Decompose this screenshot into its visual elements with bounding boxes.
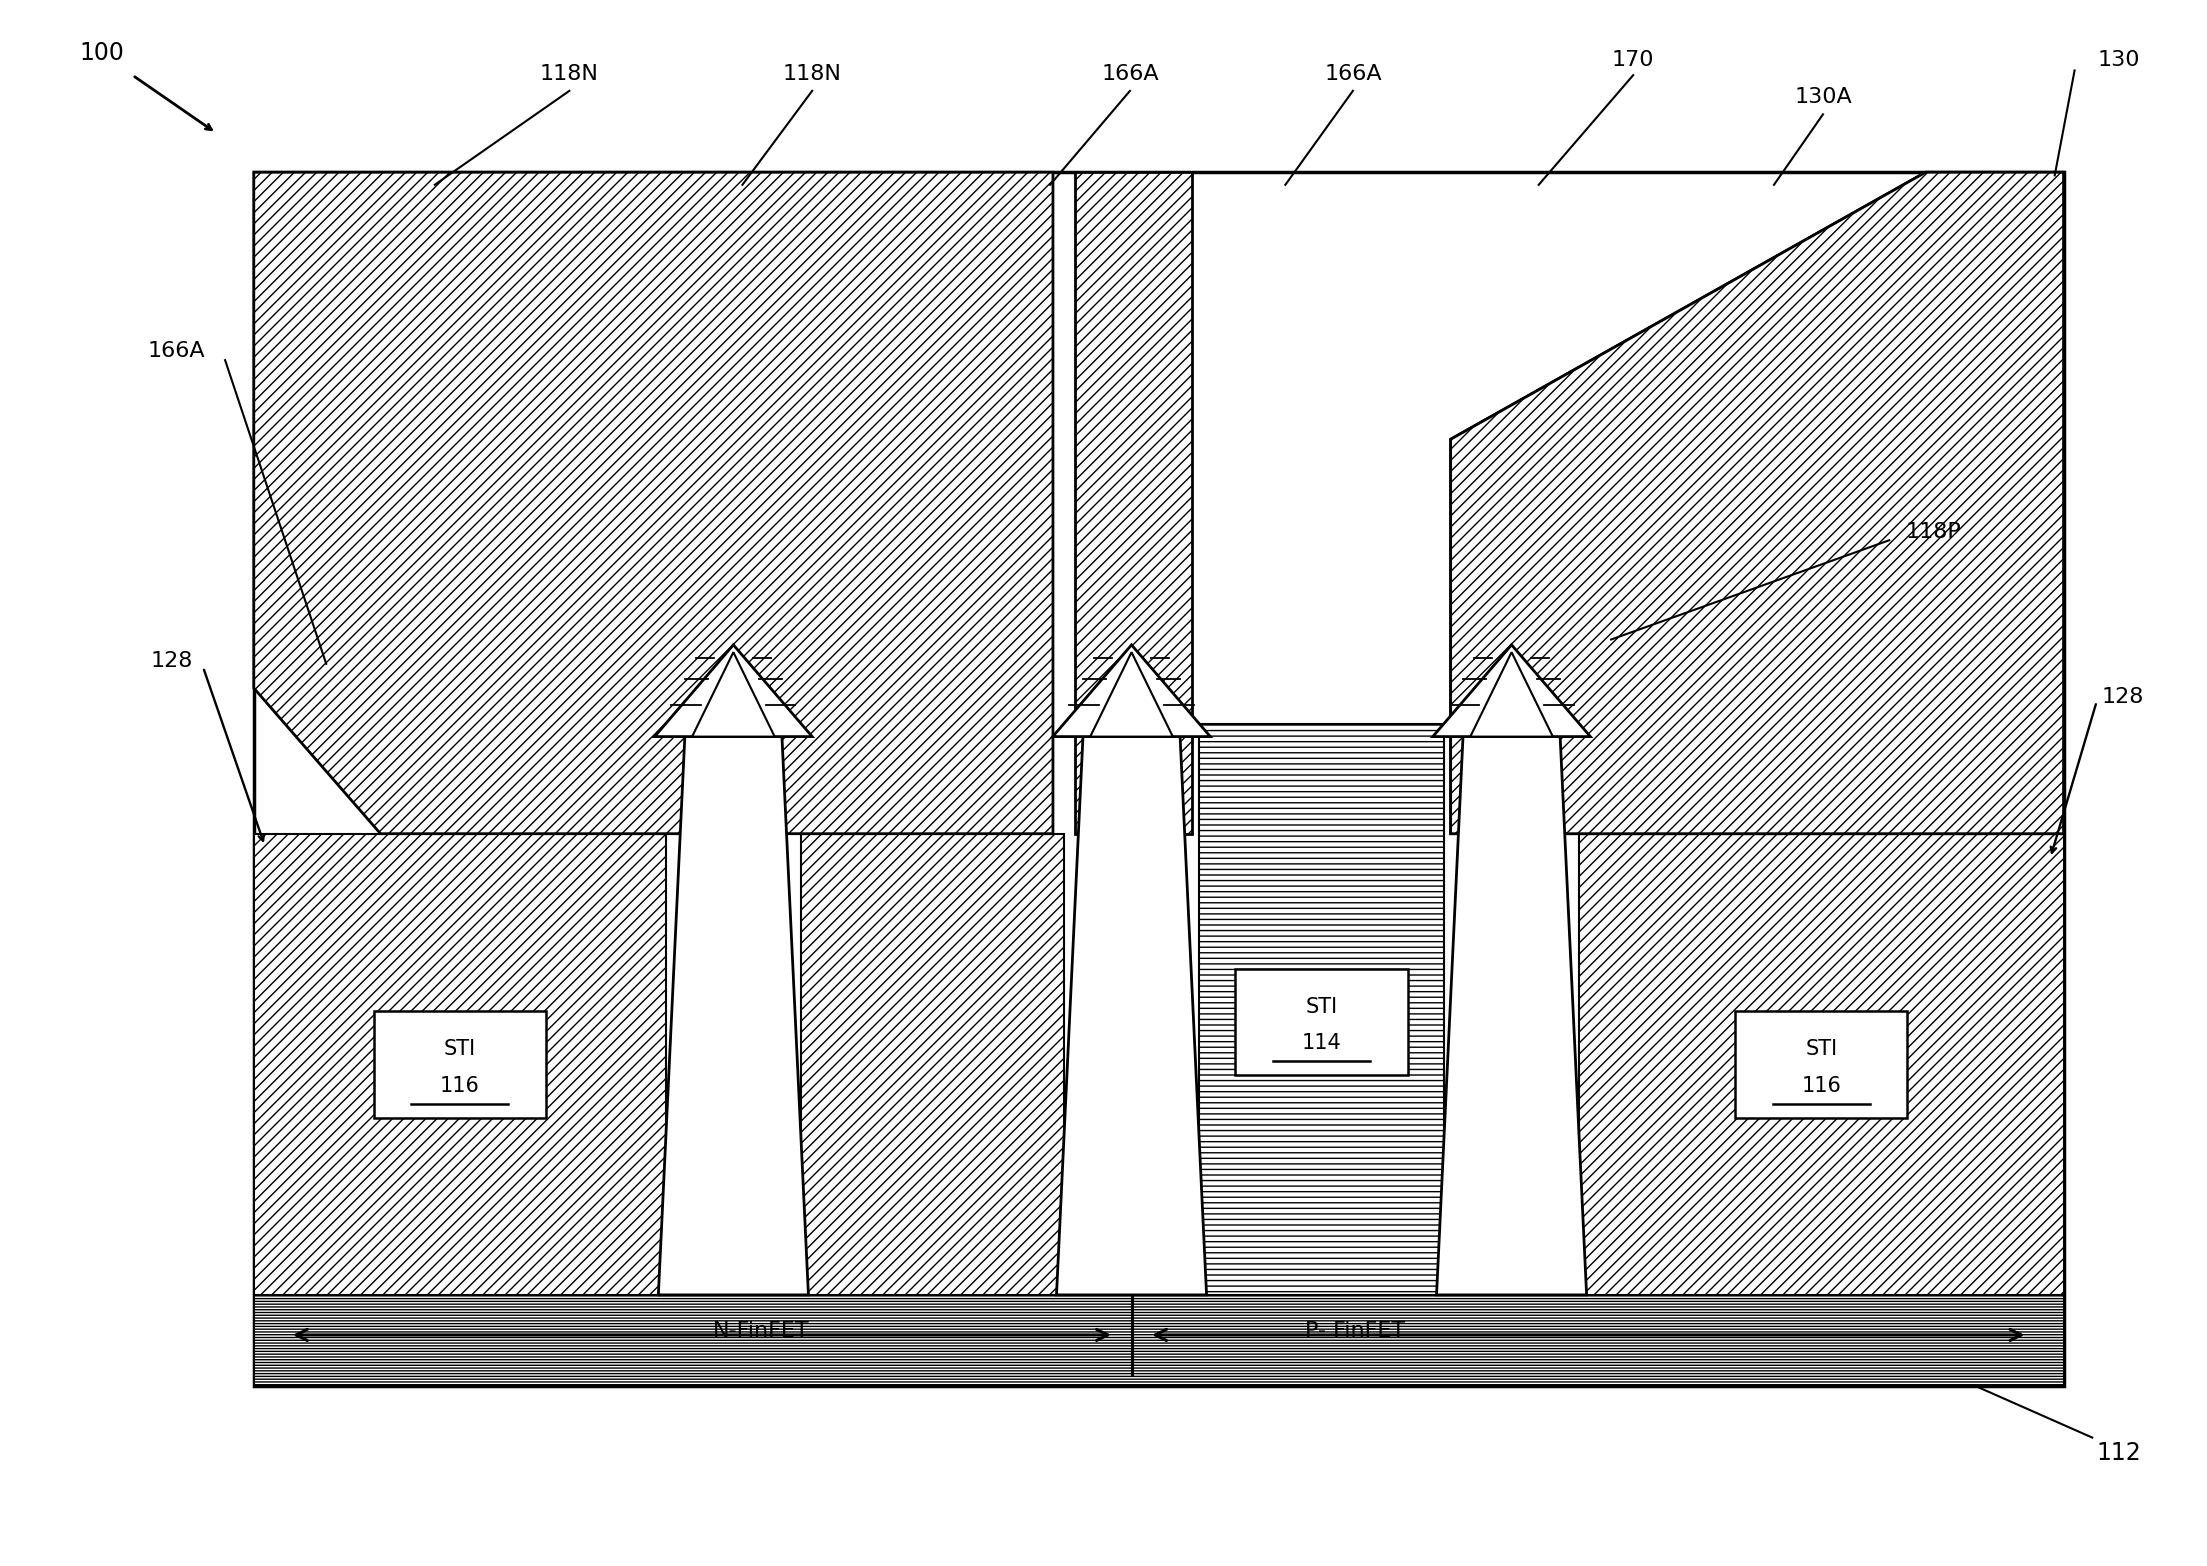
Polygon shape	[1088, 736, 1176, 1295]
Text: 116: 116	[1801, 1076, 1841, 1096]
Polygon shape	[1057, 736, 1207, 1295]
Text: 118N: 118N	[783, 64, 841, 83]
Text: STI: STI	[1805, 1040, 1838, 1059]
Text: 166A: 166A	[148, 341, 205, 360]
Bar	[1735, 1012, 1907, 1118]
Polygon shape	[254, 172, 1053, 833]
Polygon shape	[691, 736, 777, 1295]
Polygon shape	[1437, 736, 1587, 1295]
Polygon shape	[1090, 651, 1172, 736]
Text: 166A: 166A	[1101, 64, 1159, 83]
Bar	[1236, 968, 1408, 1074]
Bar	[801, 833, 1064, 1295]
Text: 118P: 118P	[1905, 523, 1962, 542]
Polygon shape	[693, 651, 775, 736]
Text: P- FinFET: P- FinFET	[1304, 1322, 1406, 1340]
Polygon shape	[658, 736, 808, 1295]
Text: 166A: 166A	[1324, 64, 1382, 83]
Polygon shape	[1450, 172, 2064, 833]
Text: STI: STI	[444, 1040, 477, 1059]
Text: 114: 114	[1302, 1034, 1342, 1052]
Polygon shape	[1053, 645, 1209, 736]
Text: 118N: 118N	[541, 64, 598, 83]
Bar	[1198, 725, 1443, 1295]
Bar	[254, 833, 667, 1295]
Text: 130: 130	[2097, 50, 2141, 69]
Text: STI: STI	[1307, 998, 1337, 1016]
Text: 116: 116	[439, 1076, 479, 1096]
Polygon shape	[1468, 736, 1556, 1295]
Polygon shape	[1432, 645, 1591, 736]
Bar	[254, 172, 2064, 1386]
Bar	[373, 1012, 545, 1118]
Bar	[1578, 833, 2064, 1295]
Text: N-FinFET: N-FinFET	[713, 1322, 810, 1340]
Polygon shape	[1075, 172, 1192, 833]
Bar	[254, 1295, 2064, 1386]
Polygon shape	[1450, 172, 2064, 833]
Text: 130A: 130A	[1794, 88, 1852, 106]
Text: 128: 128	[150, 651, 194, 670]
Text: 170: 170	[1611, 50, 1655, 69]
Text: 112: 112	[2097, 1441, 2141, 1466]
Polygon shape	[1470, 651, 1554, 736]
Polygon shape	[655, 645, 812, 736]
Text: 100: 100	[79, 41, 124, 66]
Text: 128: 128	[2101, 687, 2145, 706]
